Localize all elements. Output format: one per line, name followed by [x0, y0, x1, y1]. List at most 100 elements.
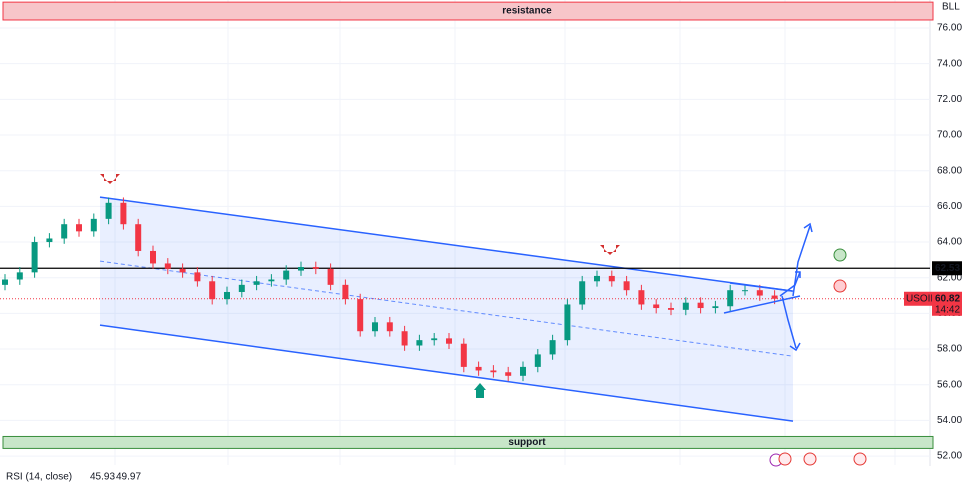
- channel-lower: [99, 324, 794, 422]
- event-icon[interactable]: [778, 452, 792, 466]
- candle-body: [475, 366, 482, 371]
- level-value: 62.53: [935, 263, 960, 274]
- candle-body: [742, 290, 748, 292]
- candle-body: [638, 290, 645, 305]
- price-time: 14:42: [935, 304, 960, 315]
- candle-body: [268, 279, 275, 282]
- candle-body: [727, 290, 734, 307]
- candle-body: [697, 302, 704, 309]
- projection: [803, 222, 813, 233]
- event-icon[interactable]: [803, 452, 817, 466]
- pattern-line: [723, 295, 801, 314]
- candle-body: [653, 304, 660, 309]
- candle-body: [2, 279, 8, 285]
- zone: [2, 435, 934, 449]
- candle-body: [76, 224, 82, 232]
- candle-body: [105, 202, 112, 219]
- zone-label: resistance: [502, 6, 552, 17]
- candle-body: [61, 224, 68, 239]
- y-tick-label: 62.00: [937, 272, 962, 283]
- sell-arrow: [600, 245, 620, 255]
- y-tick-label: 52.00: [937, 451, 962, 462]
- candle-body: [327, 268, 334, 285]
- channel-upper: [99, 196, 794, 292]
- candle-body: [31, 242, 38, 273]
- price-value: 60.82: [935, 293, 960, 304]
- indicator-value: 49.97: [116, 472, 141, 483]
- y-tick-label: 70.00: [937, 130, 962, 141]
- y-tick-label: 64.00: [937, 237, 962, 248]
- y-tick-label: 68.00: [937, 165, 962, 176]
- candle-body: [460, 343, 467, 367]
- candle-body: [431, 338, 438, 341]
- indicator-value: 45.93: [90, 472, 115, 483]
- signal-dot: [833, 248, 847, 262]
- candle-body: [357, 299, 364, 332]
- candle-body: [446, 338, 452, 344]
- symbol-label: USOIL: [906, 293, 936, 304]
- candle-body: [90, 218, 97, 232]
- y-tick-label: 66.00: [937, 201, 962, 212]
- zone: [2, 1, 934, 21]
- y-tick-label: 76.00: [937, 23, 962, 34]
- candle-body: [150, 250, 156, 264]
- candle-body: [253, 281, 260, 285]
- event-icon[interactable]: [853, 452, 867, 466]
- y-tick-label: 56.00: [937, 379, 962, 390]
- projection: [781, 295, 797, 349]
- candle-body: [283, 270, 290, 280]
- candle-body: [194, 272, 201, 282]
- candle-body: [608, 275, 615, 282]
- candle-body: [16, 272, 23, 280]
- candle-body: [224, 291, 230, 300]
- candle-body: [668, 308, 674, 310]
- candle-body: [520, 366, 526, 376]
- y-tick-label: 72.00: [937, 94, 962, 105]
- signal-dot: [833, 279, 847, 293]
- candle-body: [534, 354, 541, 367]
- candle-body: [179, 268, 186, 273]
- candle-body: [135, 224, 142, 251]
- candle-body: [46, 238, 53, 243]
- candle-body: [756, 290, 763, 296]
- candle-body: [712, 306, 719, 309]
- indicator-label: RSI (14, close): [6, 472, 72, 483]
- y-tick-label: 58.00: [937, 344, 962, 355]
- candle-body: [312, 267, 319, 269]
- price-tag: [932, 291, 962, 316]
- projection: [792, 225, 811, 297]
- zones: resistance support: [2, 1, 934, 449]
- candle-body: [623, 281, 630, 291]
- candle-body: [238, 284, 245, 292]
- candle-body: [386, 322, 393, 332]
- candle-body: [682, 302, 689, 310]
- candles: [2, 197, 778, 382]
- candle-body: [505, 372, 512, 376]
- y-tick-label: 54.00: [937, 415, 962, 426]
- candle-body: [771, 295, 778, 299]
- sell-arrow: [100, 174, 120, 184]
- candle-body: [342, 284, 349, 300]
- zone-label: support: [508, 437, 546, 448]
- projection: [789, 342, 801, 352]
- channel-fill: [100, 197, 793, 422]
- candle-body: [120, 202, 127, 225]
- candle-body: [372, 322, 378, 332]
- candle-body: [401, 331, 408, 346]
- symbol-tag: [904, 291, 932, 306]
- candle-body: [549, 340, 556, 355]
- y-tick-label: 74.00: [937, 58, 962, 69]
- labels: RSI (14, close) 45.93 49.97 52.00 54.00 56…: [6, 23, 962, 483]
- channel-middle: [99, 260, 794, 357]
- pattern-line: [729, 282, 793, 292]
- candle-body: [564, 304, 571, 341]
- level-tag: [932, 261, 962, 276]
- unit-label: BLL: [942, 2, 960, 13]
- channel: [0, 196, 930, 422]
- candle-body: [416, 340, 423, 346]
- candle-body: [164, 263, 171, 269]
- buy-arrow: [474, 383, 486, 398]
